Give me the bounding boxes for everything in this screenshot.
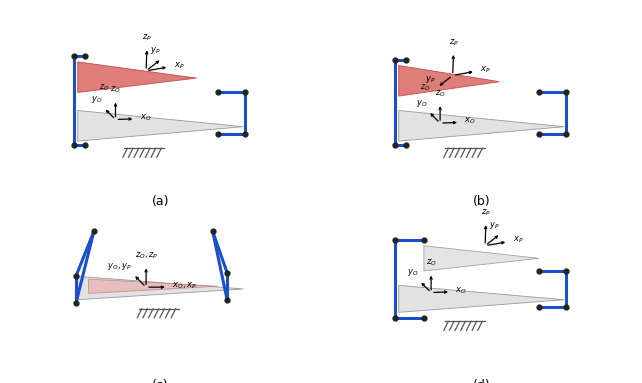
Text: $y_{O}$: $y_{O}$: [416, 98, 428, 109]
Text: $z_O$: $z_O$: [421, 83, 431, 93]
Text: $x_{P}$: $x_{P}$: [513, 235, 523, 246]
Text: $z_{O}$: $z_{O}$: [426, 258, 437, 268]
Polygon shape: [78, 277, 243, 300]
Text: (c): (c): [152, 379, 169, 383]
Text: $y_{P}$: $y_{P}$: [150, 46, 161, 56]
Polygon shape: [89, 279, 218, 293]
Polygon shape: [424, 246, 539, 271]
Text: (a): (a): [152, 195, 169, 208]
Polygon shape: [399, 110, 564, 141]
Text: $y_O, y_P$: $y_O, y_P$: [107, 261, 132, 272]
Text: $x_{O}$: $x_{O}$: [140, 112, 152, 123]
Polygon shape: [78, 62, 196, 93]
Text: $y_{P}$: $y_{P}$: [426, 74, 436, 85]
Text: $y_{O}$: $y_{O}$: [91, 95, 103, 105]
Text: $y_{P}$: $y_{P}$: [489, 220, 500, 231]
Text: $x_{P}$: $x_{P}$: [480, 65, 491, 75]
Polygon shape: [399, 65, 499, 96]
Text: (b): (b): [473, 195, 490, 208]
Text: $z_{P}$: $z_{P}$: [142, 33, 152, 43]
Text: $z_O, z_P$: $z_O, z_P$: [135, 250, 159, 261]
Text: $x_{O}$: $x_{O}$: [464, 116, 476, 126]
Text: $x_{P}$: $x_{P}$: [173, 60, 184, 70]
Polygon shape: [399, 285, 564, 313]
Text: $y_{O}$: $y_{O}$: [407, 267, 419, 278]
Text: $z_{O}$: $z_{O}$: [435, 88, 446, 99]
Text: $z_O$: $z_O$: [100, 83, 110, 93]
Text: $z_{O}$: $z_{O}$: [110, 85, 121, 95]
Text: $x_O, x_P$: $x_O, x_P$: [172, 281, 197, 291]
Text: $x_{O}$: $x_{O}$: [455, 285, 467, 296]
Text: $z_{P}$: $z_{P}$: [481, 207, 491, 218]
Text: $z_{P}$: $z_{P}$: [449, 37, 458, 47]
Polygon shape: [78, 110, 243, 141]
Text: (d): (d): [473, 379, 490, 383]
